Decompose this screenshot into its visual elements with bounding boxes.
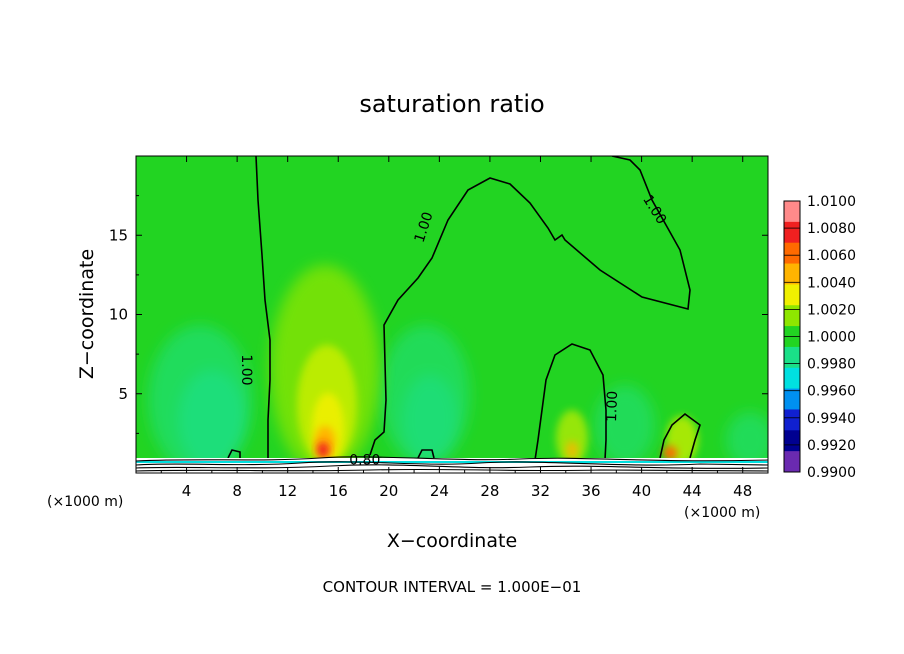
- ground-contour-1: [136, 456, 768, 462]
- contour-arch: [369, 156, 691, 456]
- x-tick-label-8: 36: [581, 482, 600, 500]
- x-tick-label-1: 8: [232, 482, 242, 500]
- y-tick-label-2: 15: [109, 226, 128, 244]
- colorbar-swatch-8: [784, 367, 800, 390]
- teal-region-center-core: [402, 375, 458, 465]
- colorbar: 1.0100 1.0080 1.0060 1.0040 1.0020 1.0000 0.99…: [783, 194, 856, 481]
- y-axis-label: Z−coordinate: [76, 249, 98, 379]
- colorbar-label-1: 1.0080: [807, 221, 856, 237]
- x-tick-label-9: 40: [632, 482, 651, 500]
- plot-area: 1.00 1.00 1.00 1.00 0.80: [136, 156, 768, 473]
- colorbar-label-5: 1.0000: [807, 330, 856, 346]
- colorbar-swatch-12: [784, 451, 800, 473]
- colorbar-swatch-7: [784, 346, 800, 369]
- x-tick-label-0: 4: [182, 482, 192, 500]
- teal-region-far-east: [726, 412, 768, 468]
- x-tick-label-10: 44: [683, 482, 702, 500]
- teal-region-west-core: [178, 370, 246, 470]
- secondary-plumes: [556, 410, 698, 466]
- x-tick-label-5: 24: [430, 482, 449, 500]
- x-tick-label-11: 48: [733, 482, 752, 500]
- teal-region-east: [595, 385, 655, 465]
- colorbar-label-10: 0.9900: [807, 465, 856, 481]
- plume-34km-core: [566, 441, 578, 459]
- x-tick-label-3: 16: [329, 482, 348, 500]
- colorbar-label-8: 0.9940: [807, 411, 856, 427]
- colorbar-label-9: 0.9920: [807, 438, 856, 454]
- x-tick-label-4: 20: [379, 482, 398, 500]
- x-tick-label-6: 28: [480, 482, 499, 500]
- colorbar-label-0: 1.0100: [807, 194, 856, 210]
- supersaturated-plume: [270, 265, 380, 473]
- y-tick-label-0: 5: [118, 385, 128, 403]
- x-axis: 4 8 12 16 20 24 28 32 36 40 44 48: [160, 156, 752, 500]
- x-unit-right: (×1000 m): [684, 505, 760, 521]
- colorbar-label-2: 1.0060: [807, 248, 856, 264]
- colorbar-swatch-11: [784, 430, 800, 452]
- chart-title: saturation ratio: [359, 90, 544, 118]
- plume-43km-core: [663, 446, 677, 460]
- colorbar-swatch-10: [784, 409, 800, 431]
- x-tick-label-7: 32: [531, 482, 550, 500]
- contour-west: [255, 156, 271, 458]
- colorbar-label-7: 0.9960: [807, 384, 856, 400]
- y-axis: 5 10 15: [109, 195, 768, 434]
- contour-label-1: 1.00: [238, 354, 254, 385]
- x-tick-label-2: 12: [278, 482, 297, 500]
- colorbar-label-3: 1.0040: [807, 275, 856, 291]
- contour-interval-note: CONTOUR INTERVAL = 1.000E−01: [323, 578, 582, 596]
- colorbar-label-6: 0.9980: [807, 357, 856, 373]
- colorbar-swatch-2: [784, 242, 800, 265]
- colorbar-swatch-0: [784, 201, 800, 223]
- colorbar-swatch-5: [784, 305, 800, 327]
- colorbar-swatch-9: [784, 388, 800, 410]
- contour-east-bump: [659, 412, 701, 459]
- colorbar-label-4: 1.0020: [807, 302, 856, 318]
- contour-east-arch: [534, 343, 607, 461]
- colorbar-swatch-4: [784, 284, 800, 306]
- contour-label-4: 1.00: [604, 391, 621, 423]
- ground-band: [136, 456, 768, 473]
- x-axis-label: X−coordinate: [387, 530, 517, 552]
- plume-34km: [556, 410, 588, 466]
- contour-small-23km: [417, 449, 435, 459]
- plume-core: [317, 442, 329, 458]
- colorbar-swatch-3: [784, 263, 800, 285]
- contour-lines: [227, 156, 701, 461]
- contour-small-8km: [227, 449, 241, 459]
- x-unit-left: (×1000 m): [47, 494, 123, 510]
- colorbar-swatch-1: [784, 221, 800, 244]
- ground-contour-2: [136, 461, 768, 466]
- ground-contour-4: [136, 468, 768, 472]
- subsaturated-regions: [148, 325, 768, 473]
- y-tick-label-1: 10: [109, 306, 128, 324]
- contour-label-5: 0.80: [349, 452, 380, 468]
